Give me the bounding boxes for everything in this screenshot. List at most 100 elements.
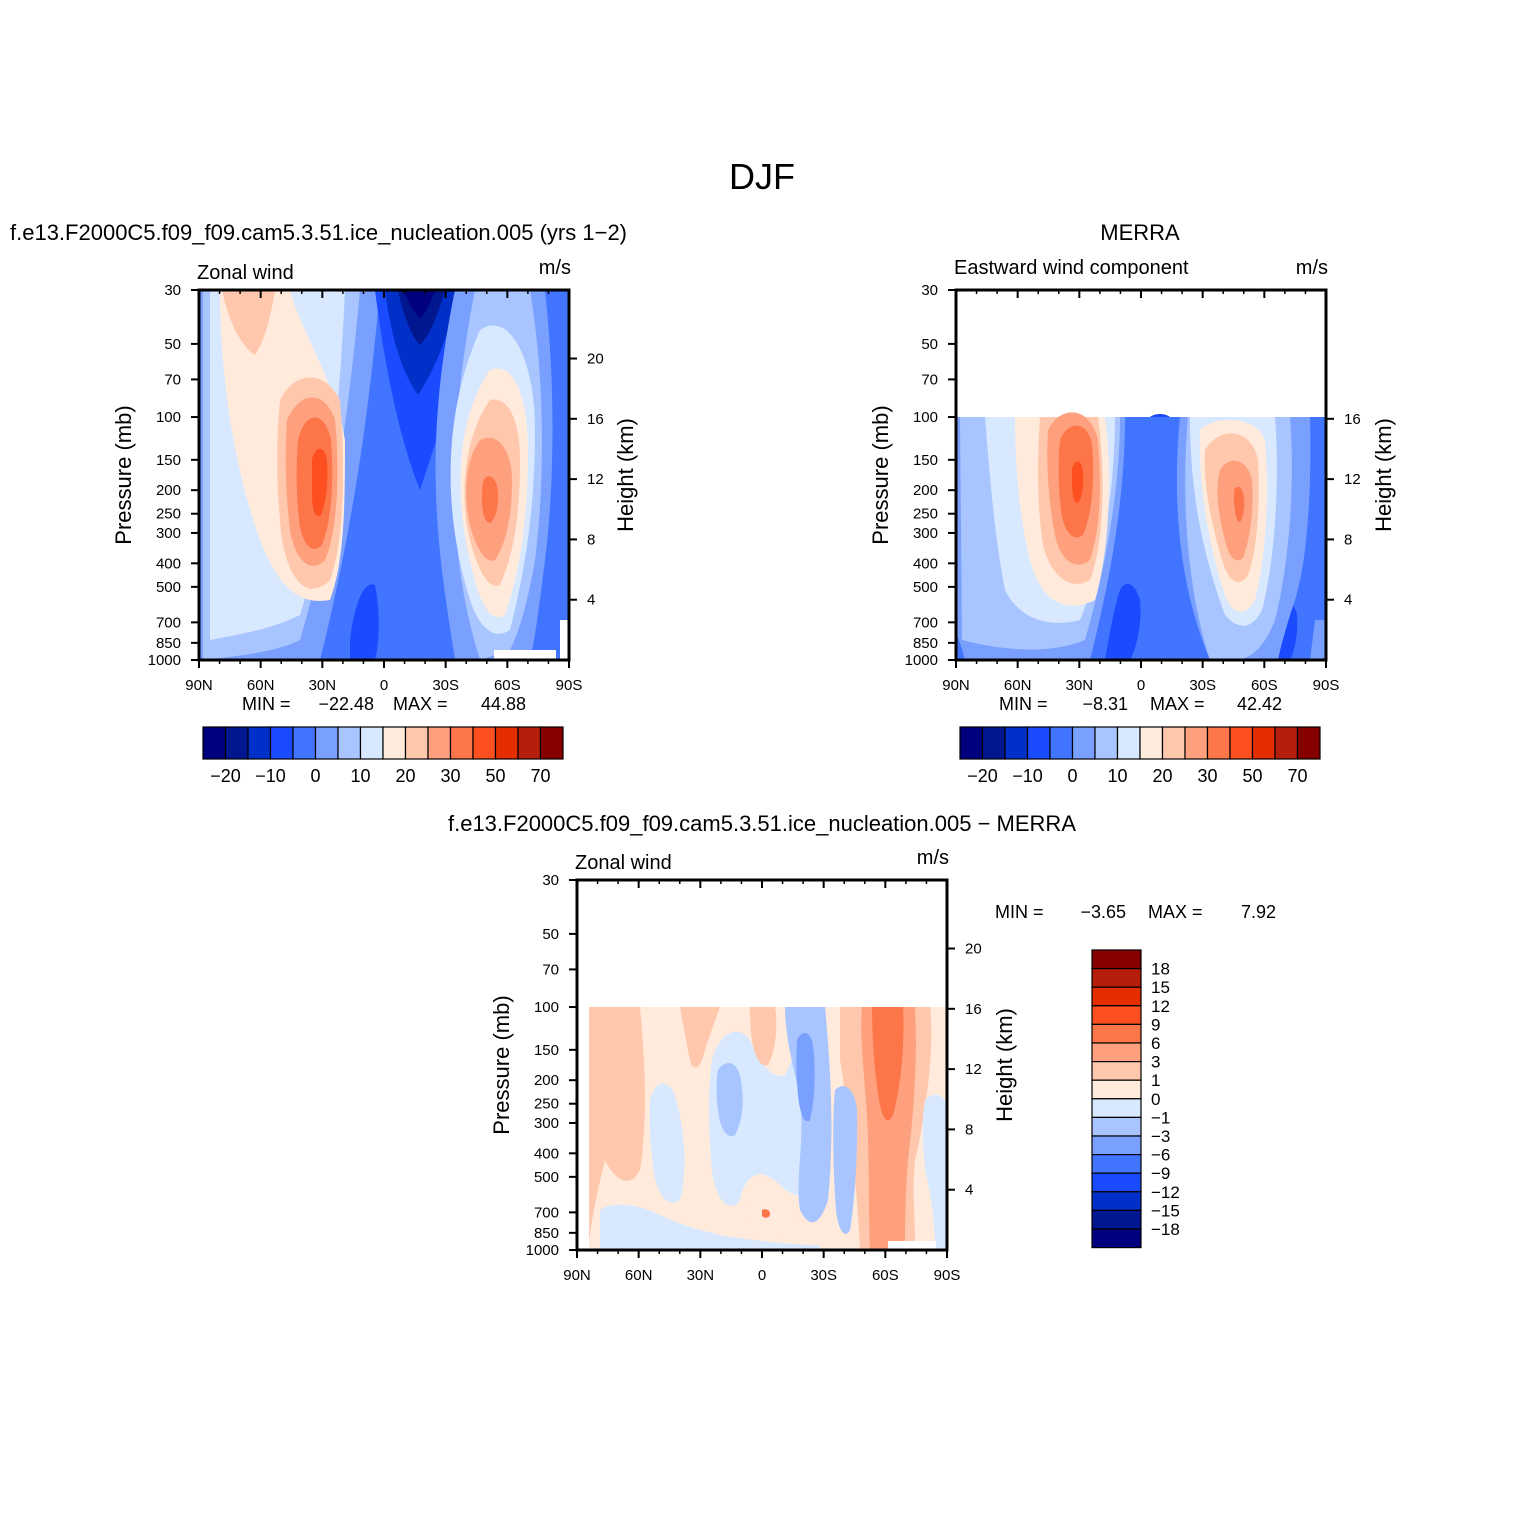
y-tick-label: 150 xyxy=(156,452,181,469)
colorbar-box xyxy=(1091,1228,1142,1249)
units-label: m/s xyxy=(539,257,571,279)
missing-region xyxy=(494,650,556,660)
colorbar-label: 20 xyxy=(395,766,415,786)
colorbar-box xyxy=(1026,726,1051,760)
colorbar: −20 −10 0 10 20 30 50 70 xyxy=(959,726,1321,786)
y-tick-label: 50 xyxy=(164,336,181,353)
colorbar-box xyxy=(1091,1135,1142,1156)
contour-band xyxy=(833,1086,858,1234)
colorbar-label: −20 xyxy=(967,766,998,786)
y-tick-label: 200 xyxy=(534,1072,559,1089)
y-axis-label: Pressure (mb) xyxy=(489,995,514,1134)
y2-tick-label: 12 xyxy=(965,1061,982,1078)
colorbar-label: 6 xyxy=(1151,1034,1160,1053)
y-tick-label: 850 xyxy=(913,635,938,652)
colorbar-box xyxy=(539,726,564,760)
y2-tick-label: 20 xyxy=(965,941,982,958)
colorbar-box xyxy=(1091,986,1142,1007)
panel-model: f.e13.F2000C5.f09_f09.cam5.3.51.ice_nucl… xyxy=(10,220,638,786)
y-tick-label: 150 xyxy=(913,452,938,469)
colorbar-box xyxy=(449,726,474,760)
y2-tick-label: 4 xyxy=(1344,592,1352,609)
contour-band xyxy=(922,1094,947,1250)
colorbar-label: −15 xyxy=(1151,1201,1180,1220)
y2-tick-label: 16 xyxy=(1344,411,1361,428)
units-label: m/s xyxy=(917,847,949,869)
contour-band xyxy=(1072,461,1084,503)
colorbar-label: −12 xyxy=(1151,1183,1180,1202)
contour-band xyxy=(872,1007,904,1121)
y-tick-label: 700 xyxy=(534,1204,559,1221)
colorbar-box xyxy=(247,726,272,760)
colorbar-label: 15 xyxy=(1151,978,1170,997)
x-tick-label: 0 xyxy=(1137,677,1145,694)
y2-tick-label: 16 xyxy=(587,411,604,428)
y-tick-label: 850 xyxy=(156,635,181,652)
panel-title: f.e13.F2000C5.f09_f09.cam5.3.51.ice_nucl… xyxy=(10,220,627,245)
y-tick-label: 250 xyxy=(156,506,181,523)
y-tick-label: 30 xyxy=(164,282,181,299)
colorbar-label: 70 xyxy=(1287,766,1307,786)
y-tick-label: 1000 xyxy=(526,1242,559,1259)
contour-band xyxy=(745,1182,797,1238)
y-tick-label: 300 xyxy=(534,1115,559,1132)
y-tick-label: 1000 xyxy=(148,652,181,669)
figure-title: DJF xyxy=(729,156,795,197)
panel-difference: f.e13.F2000C5.f09_f09.cam5.3.51.ice_nucl… xyxy=(448,811,1276,1284)
colorbar-box xyxy=(1091,1060,1142,1081)
min-value: −22.48 xyxy=(318,694,374,714)
y-tick-label: 400 xyxy=(156,555,181,572)
colorbar-label: 18 xyxy=(1151,960,1170,979)
colorbar-box xyxy=(1091,1042,1142,1063)
y2-tick-label: 20 xyxy=(587,351,604,368)
y2-axis-label: Height (km) xyxy=(992,1008,1017,1122)
max-value: 42.42 xyxy=(1237,694,1282,714)
max-value: 7.92 xyxy=(1241,902,1276,922)
field-label: Zonal wind xyxy=(575,852,672,874)
x-tick-label: 90S xyxy=(1313,677,1340,694)
x-tick-label: 0 xyxy=(380,677,388,694)
x-tick-label: 60N xyxy=(247,677,275,694)
colorbar-box xyxy=(269,726,294,760)
contour-band xyxy=(680,1007,720,1068)
y-tick-label: 500 xyxy=(913,579,938,596)
field-label: Eastward wind component xyxy=(954,257,1189,279)
colorbar-box xyxy=(981,726,1006,760)
x-tick-label: 60S xyxy=(1251,677,1278,694)
y-axis-label: Pressure (mb) xyxy=(111,405,136,544)
colorbar-box xyxy=(1091,949,1142,970)
max-label: MAX = xyxy=(393,694,448,714)
x-tick-label: 60N xyxy=(1004,677,1032,694)
contour-field xyxy=(199,290,569,660)
x-tick-label: 90S xyxy=(556,677,583,694)
contour-band xyxy=(1234,486,1245,522)
units-label: m/s xyxy=(1296,257,1328,279)
colorbar-label: 9 xyxy=(1151,1015,1160,1034)
colorbar-label: 10 xyxy=(350,766,370,786)
y-tick-label: 300 xyxy=(156,525,181,542)
x-tick-label: 90N xyxy=(942,677,970,694)
x-tick-label: 60S xyxy=(872,1267,899,1284)
y2-tick-label: 8 xyxy=(1344,531,1352,548)
colorbar-label: 30 xyxy=(440,766,460,786)
y-tick-label: 250 xyxy=(913,506,938,523)
y-tick-label: 500 xyxy=(156,579,181,596)
y-tick-label: 850 xyxy=(534,1225,559,1242)
contour-band xyxy=(649,1083,685,1203)
colorbar-label: −10 xyxy=(1012,766,1043,786)
colorbar-box xyxy=(1091,1172,1142,1193)
missing-region xyxy=(888,1241,936,1250)
colorbar-label: 10 xyxy=(1107,766,1127,786)
colorbar-label: 50 xyxy=(485,766,505,786)
y-tick-label: 30 xyxy=(542,872,559,889)
min-label: MIN = xyxy=(999,694,1048,714)
y-tick-label: 200 xyxy=(156,482,181,499)
colorbar-label: −10 xyxy=(255,766,286,786)
colorbar-box xyxy=(494,726,519,760)
y-tick-label: 50 xyxy=(921,336,938,353)
colorbar-box xyxy=(404,726,429,760)
colorbar-box xyxy=(202,726,227,760)
colorbar-box xyxy=(1004,726,1029,760)
min-value: −8.31 xyxy=(1082,694,1128,714)
